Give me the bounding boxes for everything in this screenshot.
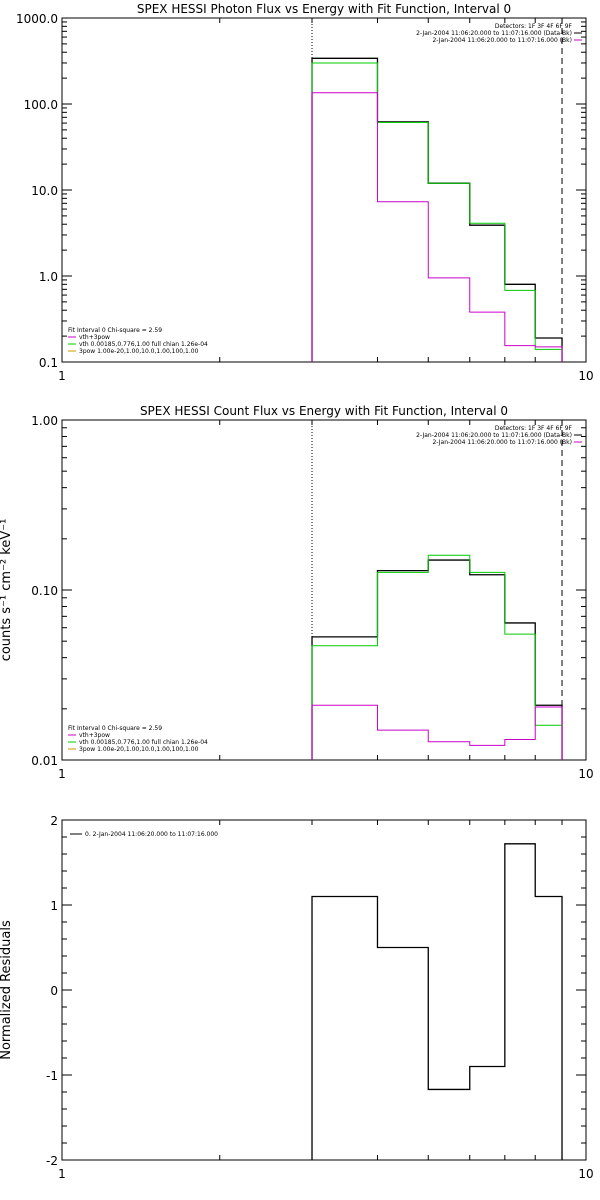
series-step-line-0: [311, 843, 563, 1160]
photon-flux-panel: SPEX HESSI Photon Flux vs Energy with Fi…: [16, 2, 594, 383]
x-tick-label: 1: [58, 369, 66, 383]
legend-entry: 2-Jan-2004 11:06:20.000 to 11:07:16.000 …: [416, 432, 572, 439]
series-step-line-2: [311, 704, 563, 760]
y-tick-label: -2: [46, 1154, 58, 1168]
count-flux-panel: SPEX HESSI Count Flux vs Energy with Fit…: [0, 404, 594, 781]
chart-title: SPEX HESSI Count Flux vs Energy with Fit…: [140, 404, 508, 418]
y-tick-label: 0.1: [39, 356, 58, 370]
y-tick-label: 1.00: [31, 414, 58, 428]
legend-entry: vth 0.00185,0.776,1.00 full chian 1.26e-…: [79, 739, 208, 746]
legend-entry: vth 0.00185,0.776,1.00 full chian 1.26e-…: [79, 341, 208, 348]
plot-frame: [61, 819, 587, 1161]
y-tick-label: 1000.0: [16, 12, 58, 26]
x-tick-label: 1: [58, 1167, 66, 1181]
x-tick-label: 10: [578, 369, 593, 383]
legend-entry: 3pow 1.00e-20,1.00,10.0,1.00,100,1.00: [79, 746, 199, 753]
legend-entry: vth+3pow: [79, 334, 110, 341]
series-step-line-2: [311, 92, 563, 362]
legend-entry: 0. 2-Jan-2004 11:06:20.000 to 11:07:16.0…: [85, 831, 218, 838]
legend-entry: 3pow 1.00e-20,1.00,10.0,1.00,100,1.00: [79, 348, 199, 355]
y-tick-label: -1: [46, 1069, 58, 1083]
y-tick-label: 10.0: [31, 184, 58, 198]
series-step-line-1: [311, 554, 563, 760]
y-axis-label: Normalized Residuals: [0, 920, 14, 1060]
legend-entry: Detectors: 1F 3F 4F 6F 9F: [495, 425, 573, 432]
y-tick-label: 0: [50, 984, 58, 998]
legend-entry: 2-Jan-2004 11:06:20.000 to 11:07:16.000 …: [416, 30, 572, 37]
residuals-panel: Normalized Residuals 1 10 -2 -1 0 1 2 0. 2-Jan-2…: [0, 814, 594, 1181]
legend-entry: Detectors: 1F 3F 4F 6F 9F: [495, 23, 573, 30]
series-step-line-0: [311, 57, 563, 362]
y-tick-label: 2: [50, 814, 58, 828]
series-step-line-0: [311, 559, 563, 760]
y-tick-label: 1.0: [39, 270, 58, 284]
plot-frame: [61, 17, 587, 363]
chart-title: SPEX HESSI Photon Flux vs Energy with Fi…: [137, 2, 511, 16]
legend-entry: 2-Jan-2004 11:06:20.000 to 11:07:16.000 …: [432, 439, 572, 446]
y-tick-label: 1: [50, 899, 58, 913]
legend-entry: 2-Jan-2004 11:06:20.000 to 11:07:16.000 …: [432, 37, 572, 44]
legend-entry: vth+3pow: [79, 732, 110, 739]
y-tick-label: 0.10: [31, 584, 58, 598]
x-tick-label: 1: [58, 767, 66, 781]
plot-frame: [61, 419, 587, 761]
x-tick-label: 10: [578, 767, 593, 781]
y-axis-label: counts s⁻¹ cm⁻² keV⁻¹: [0, 519, 14, 662]
y-tick-label: 100.0: [24, 98, 58, 112]
legend-entry: Fit Interval 0 Chi-square = 2.59: [68, 327, 162, 334]
y-tick-label: 0.01: [31, 754, 58, 768]
series-step-line-1: [311, 62, 563, 362]
legend-entry: Fit Interval 0 Chi-square = 2.59: [68, 725, 162, 732]
x-tick-label: 10: [578, 1167, 593, 1181]
